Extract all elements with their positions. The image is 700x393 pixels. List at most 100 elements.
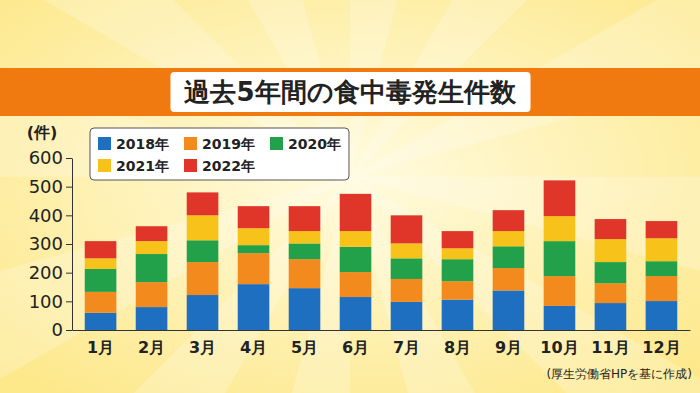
y-tick-mark <box>66 301 72 302</box>
x-tick: 2月 <box>138 330 165 357</box>
legend-box <box>90 128 349 180</box>
bar-segment <box>442 300 474 330</box>
bar-segment <box>289 259 321 288</box>
bar-segment <box>136 254 168 282</box>
legend-item: 2022年 <box>184 158 255 174</box>
bar-segment <box>187 295 219 330</box>
bar-segment <box>289 288 321 330</box>
bar-segment <box>238 253 270 284</box>
x-tick: 11月 <box>591 330 629 357</box>
bar-segment <box>442 281 474 299</box>
legend-item: 2021年 <box>98 158 169 174</box>
bar-segment <box>85 241 117 258</box>
bar-segment <box>136 226 168 241</box>
bar-segment <box>391 215 423 243</box>
bar-segment <box>340 231 372 247</box>
bar-segment <box>340 194 372 231</box>
x-tick-label: 2月 <box>138 338 165 357</box>
legend-swatch <box>98 159 111 172</box>
x-tick-label: 10月 <box>540 338 578 357</box>
bar-segment <box>136 282 168 307</box>
y-tick-mark <box>66 273 72 274</box>
bar-segment <box>544 180 576 216</box>
x-tick: 7月 <box>393 330 420 357</box>
note: (厚生労働省HPを基に作成) <box>546 367 692 381</box>
x-tick-label: 3月 <box>189 338 216 357</box>
x-tick: 6月 <box>342 330 369 357</box>
chart: 過去5年間の食中毒発生件数01002003004005006001月2月3月4月… <box>0 0 700 393</box>
y-axis-line <box>72 159 73 331</box>
x-tick-label: 8月 <box>444 338 471 357</box>
y-tick: 600 <box>29 147 72 168</box>
legend-item: 2020年 <box>270 136 341 152</box>
bar-segment <box>187 262 219 295</box>
x-axis-line <box>73 330 691 331</box>
bar-segment <box>136 241 168 254</box>
legend-swatch <box>184 159 197 172</box>
x-tick: 4月 <box>240 330 267 357</box>
y-tick-mark <box>66 187 72 188</box>
bar-segment <box>136 307 168 330</box>
bar-segment <box>289 243 321 259</box>
bar-segment <box>493 231 525 246</box>
y-tick-label: 100 <box>29 291 63 312</box>
bar-segment <box>646 276 678 301</box>
legend-label: 2021年 <box>116 158 169 174</box>
bar-segment <box>85 292 117 313</box>
x-tick-label: 7月 <box>393 338 420 357</box>
legend-item: 2018年 <box>98 136 169 152</box>
bar-segment <box>595 303 627 330</box>
bar-segment <box>544 216 576 241</box>
y-tick: 400 <box>29 205 72 226</box>
bar-segment <box>238 284 270 330</box>
bar-segment <box>391 243 423 258</box>
x-tick: 10月 <box>540 330 578 357</box>
title-box <box>170 72 530 112</box>
legend-label: 2020年 <box>288 136 341 152</box>
bar-segment <box>289 206 321 231</box>
y-tick-mark <box>66 244 72 245</box>
x-tick: 5月 <box>291 330 318 357</box>
bar-segment <box>595 283 627 303</box>
bar-segment <box>493 210 525 231</box>
bar-segment <box>544 241 576 276</box>
y-tick: 100 <box>29 291 72 312</box>
bar-segment <box>238 228 270 245</box>
y-tick-label: 400 <box>29 205 63 226</box>
y-tick: 500 <box>29 176 72 197</box>
x-tick-label: 11月 <box>591 338 629 357</box>
y-tick-label: 0 <box>52 319 63 340</box>
ray <box>0 177 350 393</box>
y-tick: 200 <box>29 262 72 283</box>
x-tick-label: 5月 <box>291 338 318 357</box>
bar-segment <box>289 231 321 243</box>
legend-label: 2019年 <box>202 136 255 152</box>
bar-segment <box>187 215 219 240</box>
y-tick-label: 200 <box>29 262 63 283</box>
x-tick: 1月 <box>87 330 114 357</box>
bar-segment <box>646 301 678 330</box>
y-tick-label: 600 <box>29 147 63 168</box>
legend-swatch <box>184 137 197 150</box>
title-band <box>0 68 700 116</box>
x-tick-label: 9月 <box>495 338 522 357</box>
legend-swatch <box>98 137 111 150</box>
bar-segment <box>544 276 576 306</box>
bar-segment <box>595 262 627 283</box>
bar-segment <box>85 258 117 269</box>
bars <box>85 180 678 330</box>
bar-segment <box>187 192 219 215</box>
y-axis: 0100200300400500600 <box>29 147 73 340</box>
title: 過去5年間の食中毒発生件数 <box>184 77 516 107</box>
bar-segment <box>544 306 576 330</box>
x-tick-label: 12月 <box>642 338 680 357</box>
bar-segment <box>493 246 525 268</box>
y-axis-title: (件) <box>27 123 58 142</box>
x-tick-label: 1月 <box>87 338 114 357</box>
bar-segment <box>340 272 372 297</box>
legend-label: 2022年 <box>202 158 255 174</box>
bar-segment <box>493 268 525 290</box>
bar-segment <box>595 239 627 262</box>
bar-segment <box>646 238 678 261</box>
x-tick: 12月 <box>642 330 680 357</box>
